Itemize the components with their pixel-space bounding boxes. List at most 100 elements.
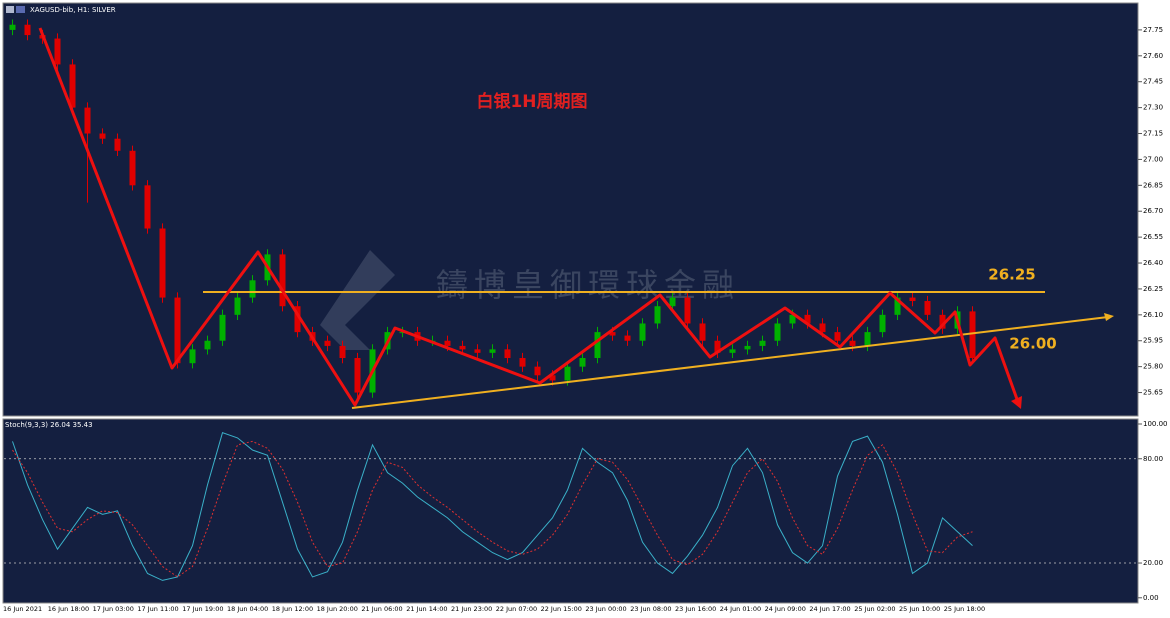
x-tick-label: 18 Jun 12:00 — [272, 605, 313, 613]
arrowhead — [1011, 396, 1022, 409]
candle-body — [99, 133, 106, 139]
candle-body — [474, 349, 481, 353]
y-tick-label: 20.00 — [1143, 559, 1163, 567]
candle-body — [684, 297, 691, 324]
marks — [4, 19, 1137, 581]
arrowhead — [1104, 313, 1114, 321]
x-tick-label: 21 Jun 14:00 — [406, 605, 447, 613]
candle-body — [189, 349, 196, 364]
x-tick-label: 17 Jun 11:00 — [137, 605, 178, 613]
candle-body — [459, 345, 466, 350]
candle-body — [729, 349, 736, 353]
candle-body — [579, 358, 586, 367]
y-tick-label: 27.75 — [1143, 26, 1163, 34]
candle-body — [9, 24, 16, 30]
y-tick-label: 26.40 — [1143, 259, 1163, 267]
watermark: 鑄博皇御環球金融 — [436, 266, 740, 304]
candle-body — [489, 349, 496, 353]
candle-body — [864, 332, 871, 346]
x-tick-label: 17 Jun 03:00 — [93, 605, 134, 613]
candle-body — [594, 332, 601, 359]
candle-body — [204, 340, 211, 350]
y-tick-label: 25.95 — [1143, 337, 1163, 345]
candle-body — [534, 366, 541, 376]
y-tick-label: 25.80 — [1143, 363, 1163, 371]
candle-body — [879, 314, 886, 333]
candle-body — [549, 375, 556, 381]
candle-body — [609, 332, 616, 336]
candle-body — [249, 280, 256, 298]
candle-body — [804, 314, 811, 324]
candle-body — [654, 306, 661, 324]
candle-body — [174, 297, 181, 364]
candle-body — [159, 228, 166, 298]
candle-body — [714, 340, 721, 353]
candle-body — [24, 24, 31, 36]
candle-body — [69, 64, 76, 108]
candle-body — [819, 323, 826, 333]
candle-body — [789, 314, 796, 324]
y-tick-label: 27.00 — [1143, 155, 1163, 163]
watermark-logo — [320, 250, 395, 350]
candle-body — [939, 314, 946, 329]
y-tick-label: 27.45 — [1143, 78, 1163, 86]
x-tick-label: 25 Jun 02:00 — [854, 605, 895, 613]
candle-body — [144, 185, 151, 229]
candle-body — [219, 314, 226, 341]
y-tick-label: 27.15 — [1143, 130, 1163, 138]
candle-body — [744, 345, 751, 350]
candle-body — [339, 345, 346, 359]
candle-body — [834, 332, 841, 341]
y-tick-label: 80.00 — [1143, 455, 1163, 463]
x-tick-label: 21 Jun 23:00 — [451, 605, 492, 613]
y-tick-label: 27.60 — [1143, 52, 1163, 60]
candle-body — [354, 358, 361, 393]
candle-body — [849, 340, 856, 346]
candle-body — [279, 254, 286, 307]
candle-body — [54, 38, 61, 65]
candle-body — [129, 150, 136, 186]
icon — [16, 6, 25, 13]
y-tick-label: 26.85 — [1143, 181, 1163, 189]
candle-body — [774, 323, 781, 341]
y-tick-label: 25.65 — [1143, 389, 1163, 397]
x-tick-label: 16 Jun 2021 — [3, 605, 42, 613]
stoch-line — [12, 440, 973, 578]
candle-body — [639, 323, 646, 341]
annotation: 26.00 — [1009, 335, 1056, 353]
y-tick-label: 26.10 — [1143, 311, 1163, 319]
annotation: 26.25 — [988, 266, 1035, 284]
x-tick-label: 23 Jun 16:00 — [675, 605, 716, 613]
y-tick-label: 26.55 — [1143, 233, 1163, 241]
x-tick-label: 21 Jun 06:00 — [361, 605, 402, 613]
x-tick-label: 18 Jun 20:00 — [317, 605, 358, 613]
stoch-pane — [2, 418, 1139, 604]
x-tick-label: 23 Jun 00:00 — [585, 605, 626, 613]
y-tick-label: 27.30 — [1143, 104, 1163, 112]
candle-body — [969, 311, 976, 359]
x-tick-label: 22 Jun 07:00 — [496, 605, 537, 613]
candle-body — [669, 297, 676, 307]
candle-body — [399, 332, 406, 334]
candle-body — [504, 349, 511, 359]
candle-body — [519, 358, 526, 367]
trend-line — [351, 316, 1109, 409]
candle-body — [699, 323, 706, 341]
indicator-label: Stoch(9,3,3) 26.04 35.43 — [5, 421, 93, 429]
candle-body — [894, 297, 901, 315]
y-tick-label: 26.70 — [1143, 207, 1163, 215]
chart-title: 白银1H周期图 — [476, 91, 587, 112]
candle-body — [759, 340, 766, 346]
candle-body — [924, 301, 931, 315]
x-tick-label: 24 Jun 01:00 — [720, 605, 761, 613]
x-tick-label: 17 Jun 19:00 — [182, 605, 223, 613]
x-tick-label: 16 Jun 18:00 — [48, 605, 89, 613]
candle-body — [909, 297, 916, 302]
candle-body — [624, 335, 631, 341]
candle-body — [564, 366, 571, 381]
x-tick-label: 25 Jun 10:00 — [899, 605, 940, 613]
y-tick-label: 0.00 — [1143, 594, 1159, 602]
candle-body — [294, 306, 301, 333]
